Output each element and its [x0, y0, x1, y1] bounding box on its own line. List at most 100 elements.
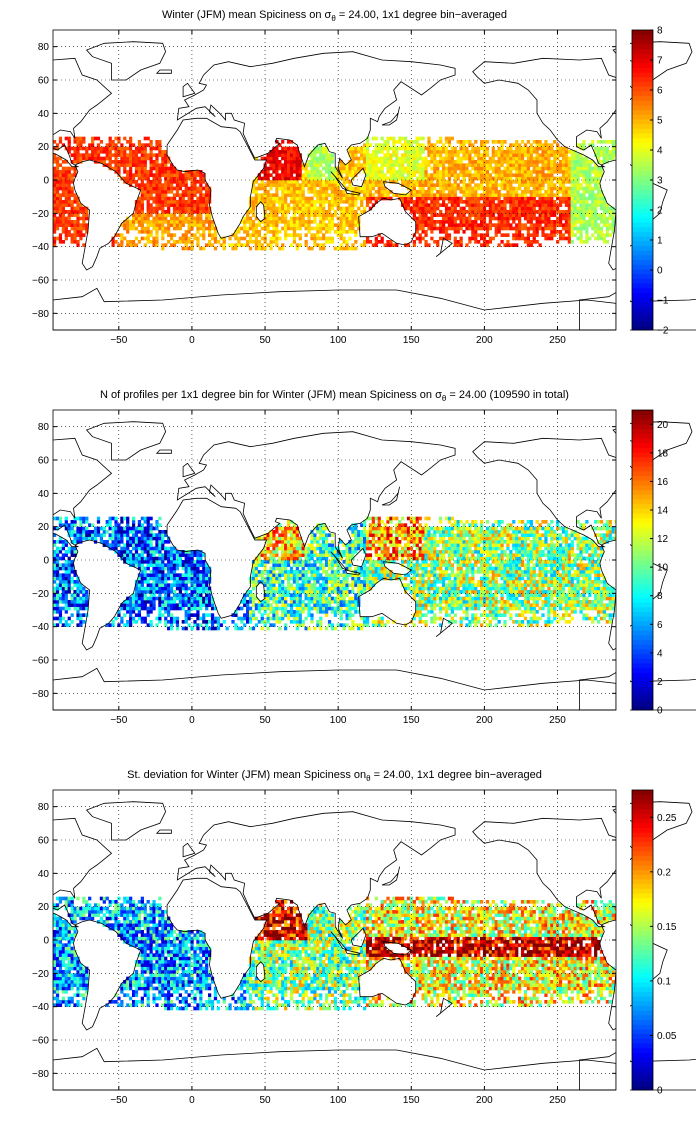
heatmap-cell — [474, 216, 478, 221]
colorbar-swatch — [632, 142, 653, 148]
heatmap-cell — [553, 193, 557, 197]
heatmap-cell — [143, 156, 147, 161]
heatmap-cell — [263, 190, 267, 194]
heatmap-cell — [515, 213, 519, 217]
heatmap-cell — [582, 186, 586, 191]
heatmap-cell — [178, 573, 182, 577]
heatmap-cell — [73, 596, 77, 601]
heatmap-cell — [146, 173, 150, 177]
heatmap-cell — [456, 153, 460, 157]
heatmap-cell — [184, 586, 188, 591]
heatmap-cell — [459, 210, 463, 214]
heatmap-cell — [380, 176, 384, 181]
heatmap-cell — [377, 180, 381, 184]
heatmap-cell — [374, 146, 378, 151]
heatmap-cell — [494, 230, 498, 234]
heatmap-cell — [254, 236, 259, 241]
heatmap-cell — [491, 196, 495, 201]
heatmap-cell — [427, 223, 431, 227]
heatmap-cell — [573, 150, 577, 154]
heatmap-cell — [266, 170, 270, 174]
heatmap-cell — [172, 620, 177, 624]
colorbar-swatch — [632, 306, 653, 312]
heatmap-cell — [181, 600, 185, 604]
heatmap-cell — [520, 233, 525, 237]
heatmap-cell — [532, 206, 536, 211]
colorbar-swatch — [632, 114, 653, 120]
heatmap-cell — [137, 200, 142, 204]
heatmap-cell — [67, 603, 71, 607]
heatmap-cell — [55, 600, 60, 604]
heatmap-cell — [172, 606, 177, 611]
heatmap-cell — [389, 166, 393, 171]
heatmap-cell — [64, 180, 68, 184]
heatmap-cell — [140, 143, 144, 147]
heatmap-cell — [594, 210, 598, 214]
heatmap-cell — [450, 213, 454, 217]
heatmap-cell — [453, 206, 457, 211]
heatmap-cell — [380, 186, 384, 191]
colorbar-tick-label: 5 — [657, 116, 663, 127]
heatmap-cell — [310, 163, 314, 167]
heatmap-cell — [389, 243, 393, 247]
heatmap-cell — [289, 140, 294, 144]
heatmap-cell — [129, 240, 133, 244]
heatmap-cell — [573, 163, 577, 167]
heatmap-cell — [313, 213, 317, 217]
heatmap-cell — [108, 533, 112, 537]
heatmap-cell — [573, 153, 577, 157]
heatmap-cell — [304, 243, 308, 247]
heatmap-cell — [611, 140, 615, 144]
heatmap-cell — [161, 573, 165, 577]
heatmap-cell — [339, 216, 343, 221]
heatmap-cell — [500, 226, 504, 231]
heatmap-cell — [444, 140, 449, 144]
heatmap-cell — [193, 553, 197, 557]
heatmap-cell — [149, 606, 153, 611]
colorbar-swatch — [632, 180, 653, 186]
heatmap-cell — [518, 143, 522, 147]
heatmap-cell — [380, 173, 384, 177]
heatmap-cell — [403, 136, 408, 141]
heatmap-cell — [120, 520, 124, 524]
heatmap-cell — [556, 186, 560, 191]
heatmap-cell — [509, 186, 513, 191]
heatmap-cell — [292, 200, 297, 204]
heatmap-cell — [588, 216, 592, 221]
heatmap-cell — [108, 163, 112, 167]
heatmap-cell — [491, 203, 495, 207]
heatmap-cell — [79, 236, 83, 241]
heatmap-cell — [374, 163, 378, 167]
heatmap-cell — [70, 593, 74, 597]
heatmap-cell — [307, 203, 311, 207]
heatmap-cell — [251, 240, 256, 244]
heatmap-cell — [348, 206, 352, 211]
heatmap-cell — [111, 533, 115, 537]
heatmap-cell — [126, 540, 130, 544]
heatmap-cell — [550, 146, 554, 151]
heatmap-cell — [509, 223, 513, 227]
heatmap-cell — [105, 530, 109, 534]
heatmap-cell — [152, 200, 156, 204]
heatmap-cell — [295, 203, 299, 207]
heatmap-cell — [480, 143, 484, 147]
heatmap-cell — [155, 220, 159, 224]
heatmap-cell — [418, 206, 422, 211]
heatmap-cell — [161, 243, 165, 247]
heatmap-cell — [152, 556, 156, 561]
heatmap-cell — [456, 176, 460, 181]
heatmap-cell — [570, 226, 574, 231]
heatmap-cell — [175, 240, 180, 244]
heatmap-cell — [365, 140, 370, 144]
heatmap-cell — [126, 600, 130, 604]
heatmap-cell — [567, 220, 571, 224]
heatmap-cell — [58, 523, 63, 527]
heatmap-cell — [190, 190, 194, 194]
heatmap-cell — [295, 173, 299, 177]
heatmap-cell — [175, 170, 180, 174]
heatmap-cell — [441, 150, 446, 154]
heatmap-cell — [79, 596, 83, 601]
heatmap-cell — [579, 213, 583, 217]
heatmap-cell — [450, 190, 454, 194]
heatmap-cell — [158, 176, 162, 181]
